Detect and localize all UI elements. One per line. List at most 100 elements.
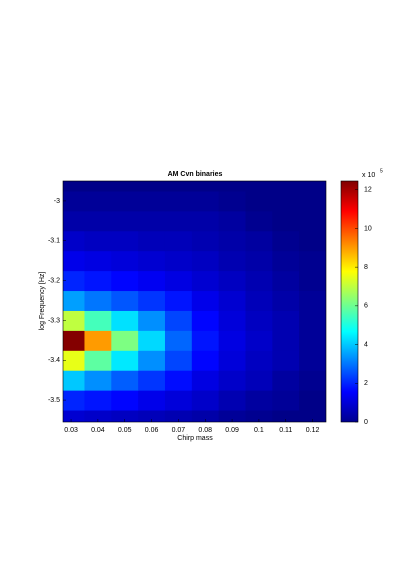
contour-cell bbox=[63, 410, 85, 422]
contour-cell bbox=[218, 310, 246, 331]
contour-cell bbox=[218, 210, 246, 232]
contour-cell bbox=[84, 190, 112, 212]
y-tick-label: -3.1 bbox=[48, 238, 60, 245]
contour-cell bbox=[299, 290, 326, 311]
contour-cell bbox=[138, 390, 166, 411]
contour-cell bbox=[63, 350, 85, 371]
y-tick-label: -3.5 bbox=[48, 397, 60, 404]
contour-cell bbox=[191, 181, 220, 192]
x-tick-label: 0.12 bbox=[306, 427, 320, 434]
contour-cell bbox=[299, 310, 326, 331]
contour-cell bbox=[111, 330, 139, 351]
contour-cell bbox=[63, 210, 85, 232]
x-tick-label: 0.09 bbox=[225, 427, 239, 434]
contour-cell bbox=[63, 270, 85, 292]
contour-cell bbox=[191, 330, 220, 351]
contour-cell bbox=[218, 330, 246, 351]
contour-cell bbox=[191, 310, 220, 331]
contour-cell bbox=[111, 390, 139, 411]
colorbar-tick-label: 12 bbox=[364, 187, 372, 194]
contour-cell bbox=[272, 350, 300, 371]
contour-cell bbox=[299, 350, 326, 371]
contour-cell bbox=[84, 250, 112, 272]
colorbar-tick-label: 8 bbox=[364, 264, 368, 271]
colorbar-tick-label: 4 bbox=[364, 341, 368, 348]
contour-cell bbox=[218, 230, 246, 252]
contour-cell bbox=[272, 210, 300, 232]
contour-cell bbox=[218, 250, 246, 272]
contour-cell bbox=[63, 250, 85, 272]
contour-cell bbox=[245, 290, 273, 311]
contour-cell bbox=[218, 370, 246, 391]
contour-cell bbox=[299, 330, 326, 351]
contour-cell bbox=[272, 410, 300, 422]
contour-cell bbox=[218, 350, 246, 371]
contour-cell bbox=[299, 410, 326, 422]
contour-cell bbox=[272, 290, 300, 311]
contour-cell bbox=[164, 250, 193, 272]
contour-cell bbox=[138, 210, 166, 232]
contour-cell bbox=[272, 310, 300, 331]
contour-cell bbox=[245, 350, 273, 371]
colorbar-exponent: 5 bbox=[380, 168, 383, 174]
colorbar-tick-label: 10 bbox=[364, 225, 372, 232]
contour-cell bbox=[191, 350, 220, 371]
contour-cell bbox=[63, 290, 85, 311]
contour-cell bbox=[84, 310, 112, 331]
contour-cell bbox=[245, 181, 273, 192]
contour-cell bbox=[191, 370, 220, 391]
x-tick-label: 0.07 bbox=[172, 427, 186, 434]
contour-cell bbox=[111, 250, 139, 272]
contour-cell bbox=[245, 410, 273, 422]
contour-cell bbox=[84, 230, 112, 252]
contour-cell bbox=[191, 390, 220, 411]
contour-cell bbox=[84, 270, 112, 292]
contour-cell bbox=[138, 270, 166, 292]
contour-cell bbox=[164, 181, 193, 192]
contour-cell bbox=[164, 210, 193, 232]
contour-cell bbox=[245, 210, 273, 232]
contour-cell bbox=[191, 270, 220, 292]
contour-cell bbox=[63, 310, 85, 331]
contour-cell bbox=[63, 190, 85, 212]
contour-cell bbox=[245, 390, 273, 411]
contour-cell bbox=[111, 370, 139, 391]
contour-cell bbox=[111, 290, 139, 311]
contour-cell bbox=[191, 250, 220, 272]
contour-cell bbox=[138, 330, 166, 351]
contour-cell bbox=[138, 370, 166, 391]
contour-cell bbox=[138, 250, 166, 272]
contour-cell bbox=[299, 230, 326, 252]
contour-cell bbox=[245, 270, 273, 292]
contour-cell bbox=[111, 181, 139, 192]
colorbar-label: x 10 bbox=[362, 172, 375, 179]
colorbar bbox=[340, 180, 359, 423]
contour-cell bbox=[272, 330, 300, 351]
contour-cell bbox=[164, 310, 193, 331]
contour-cell bbox=[84, 390, 112, 411]
contour-cell bbox=[191, 230, 220, 252]
contour-cell bbox=[111, 230, 139, 252]
plot-area bbox=[63, 181, 326, 422]
contour-cell bbox=[111, 310, 139, 331]
contour-cell bbox=[84, 370, 112, 391]
x-tick-label: 0.08 bbox=[198, 427, 212, 434]
y-tick-label: -3.4 bbox=[48, 357, 60, 364]
x-tick-label: 0.06 bbox=[145, 427, 159, 434]
contour-cell bbox=[111, 350, 139, 371]
y-tick-label: -3.3 bbox=[48, 317, 60, 324]
contour-cell bbox=[218, 410, 246, 422]
contour-cell bbox=[164, 290, 193, 311]
contour-cell bbox=[164, 350, 193, 371]
contour-cell bbox=[84, 290, 112, 311]
contour-cell bbox=[84, 350, 112, 371]
contour-cell bbox=[63, 390, 85, 411]
contour-cell bbox=[84, 410, 112, 422]
contour-cell bbox=[63, 330, 85, 351]
y-tick-label: -3 bbox=[54, 198, 60, 205]
plot-frame bbox=[62, 180, 327, 423]
contour-cell bbox=[191, 410, 220, 422]
contour-cell bbox=[164, 410, 193, 422]
contour-cell bbox=[111, 410, 139, 422]
contour-cell bbox=[84, 181, 112, 192]
